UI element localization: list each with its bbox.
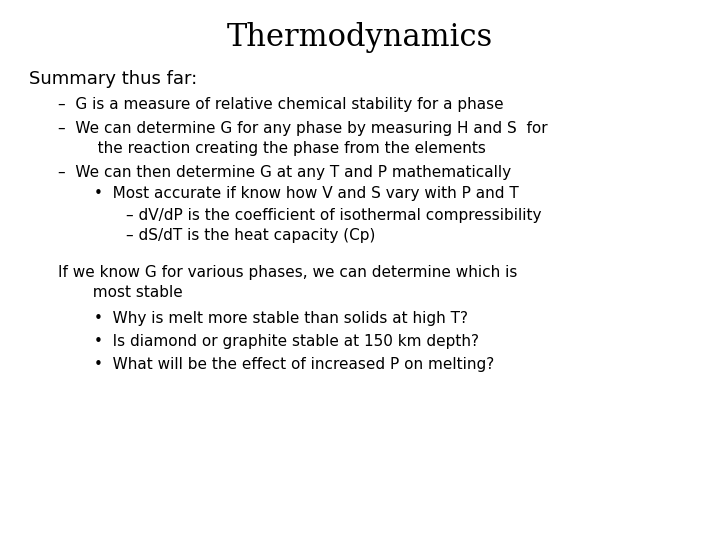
Text: •  Most accurate if know how V and S vary with P and T: • Most accurate if know how V and S vary… [94, 186, 518, 201]
Text: – dV/dP is the coefficient of isothermal compressibility: – dV/dP is the coefficient of isothermal… [126, 208, 541, 223]
Text: If we know G for various phases, we can determine which is: If we know G for various phases, we can … [58, 265, 517, 280]
Text: •  Is diamond or graphite stable at 150 km depth?: • Is diamond or graphite stable at 150 k… [94, 334, 479, 349]
Text: •  Why is melt more stable than solids at high T?: • Why is melt more stable than solids at… [94, 310, 467, 326]
Text: most stable: most stable [83, 285, 183, 300]
Text: •  What will be the effect of increased P on melting?: • What will be the effect of increased P… [94, 357, 494, 372]
Text: –  We can then determine G at any T and P mathematically: – We can then determine G at any T and P… [58, 165, 510, 180]
Text: the reaction creating the phase from the elements: the reaction creating the phase from the… [83, 141, 486, 157]
Text: Thermodynamics: Thermodynamics [227, 22, 493, 52]
Text: –  We can determine G for any phase by measuring H and S  for: – We can determine G for any phase by me… [58, 122, 547, 137]
Text: –  G is a measure of relative chemical stability for a phase: – G is a measure of relative chemical st… [58, 97, 503, 112]
Text: Summary thus far:: Summary thus far: [29, 70, 197, 88]
Text: – dS/dT is the heat capacity (Cp): – dS/dT is the heat capacity (Cp) [126, 228, 375, 243]
